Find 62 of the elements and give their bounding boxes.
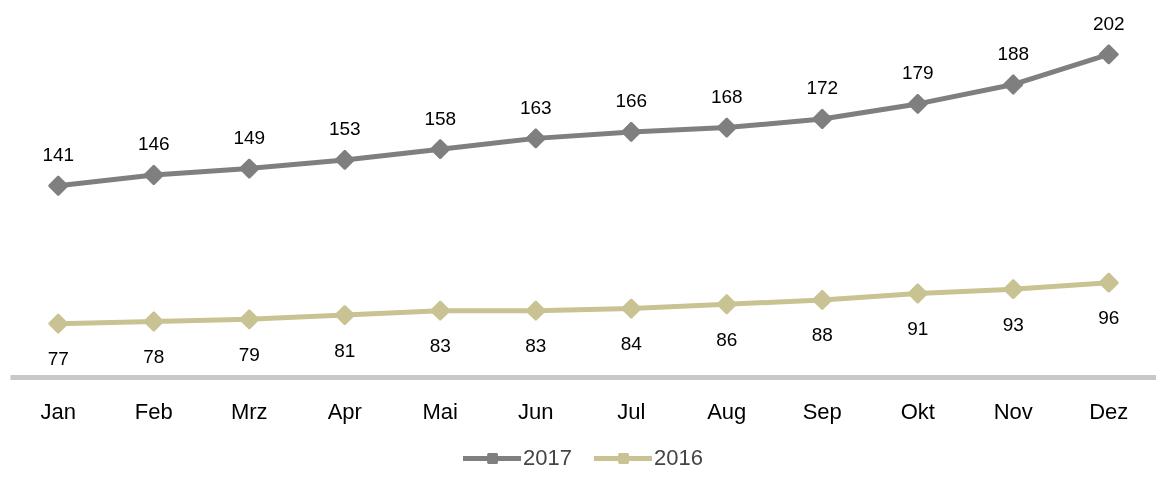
data-label: 88 bbox=[811, 324, 833, 346]
point bbox=[907, 283, 928, 304]
point bbox=[239, 309, 260, 330]
x-tick-label: Okt bbox=[900, 398, 935, 424]
x-tick-label: Dez bbox=[1089, 398, 1129, 424]
point bbox=[907, 93, 928, 115]
data-label: 81 bbox=[334, 339, 356, 361]
data-label: 202 bbox=[1092, 12, 1125, 34]
x-tick-label: Mai bbox=[422, 398, 458, 424]
point bbox=[143, 164, 164, 186]
data-label: 86 bbox=[716, 328, 738, 350]
data-label: 158 bbox=[424, 107, 457, 129]
data-label: 78 bbox=[143, 345, 165, 367]
data-label: 179 bbox=[901, 62, 934, 84]
point bbox=[334, 304, 355, 326]
data-label: 83 bbox=[525, 335, 547, 357]
data-label: 77 bbox=[47, 348, 69, 370]
data-label: 84 bbox=[620, 333, 643, 355]
point bbox=[143, 311, 164, 332]
point bbox=[239, 158, 260, 179]
data-label: 172 bbox=[806, 77, 839, 99]
data-label: 149 bbox=[233, 127, 266, 149]
data-label: 79 bbox=[238, 343, 260, 365]
point bbox=[430, 138, 451, 160]
point bbox=[430, 300, 451, 321]
data-label: 188 bbox=[997, 43, 1030, 65]
point bbox=[1098, 44, 1119, 65]
data-label: 163 bbox=[519, 96, 552, 118]
x-tick-label: Apr bbox=[327, 398, 362, 424]
x-tick-label: Sep bbox=[802, 398, 842, 424]
data-label: 83 bbox=[429, 335, 451, 357]
data-label: 166 bbox=[615, 90, 648, 112]
data-label: 153 bbox=[328, 118, 361, 140]
point bbox=[812, 108, 833, 130]
data-label: 91 bbox=[907, 317, 929, 339]
point bbox=[1003, 74, 1024, 95]
point bbox=[48, 175, 69, 196]
point bbox=[812, 289, 833, 311]
data-label: 168 bbox=[710, 86, 743, 108]
point bbox=[525, 300, 546, 321]
x-tick-label: Aug bbox=[707, 398, 747, 424]
legend-label: 2016 bbox=[654, 445, 703, 471]
x-tick-label: Jun bbox=[518, 398, 554, 424]
x-tick-label: Feb bbox=[134, 398, 173, 424]
point bbox=[621, 121, 642, 143]
point bbox=[525, 128, 546, 149]
x-tick-label: Jan bbox=[40, 398, 76, 424]
point bbox=[716, 294, 737, 315]
point bbox=[716, 117, 737, 138]
data-label: 96 bbox=[1098, 307, 1120, 329]
point bbox=[48, 313, 69, 334]
point bbox=[1003, 278, 1024, 300]
point bbox=[621, 298, 642, 319]
legend-label: 2017 bbox=[523, 445, 572, 471]
data-label: 93 bbox=[1002, 313, 1024, 335]
data-label: 141 bbox=[42, 144, 75, 166]
x-tick-label: Nov bbox=[993, 398, 1033, 424]
data-label: 146 bbox=[137, 133, 170, 155]
point bbox=[1098, 272, 1119, 293]
x-tick-label: Mrz bbox=[230, 398, 268, 424]
x-tick-label: Jul bbox=[617, 398, 646, 424]
point bbox=[334, 149, 355, 171]
